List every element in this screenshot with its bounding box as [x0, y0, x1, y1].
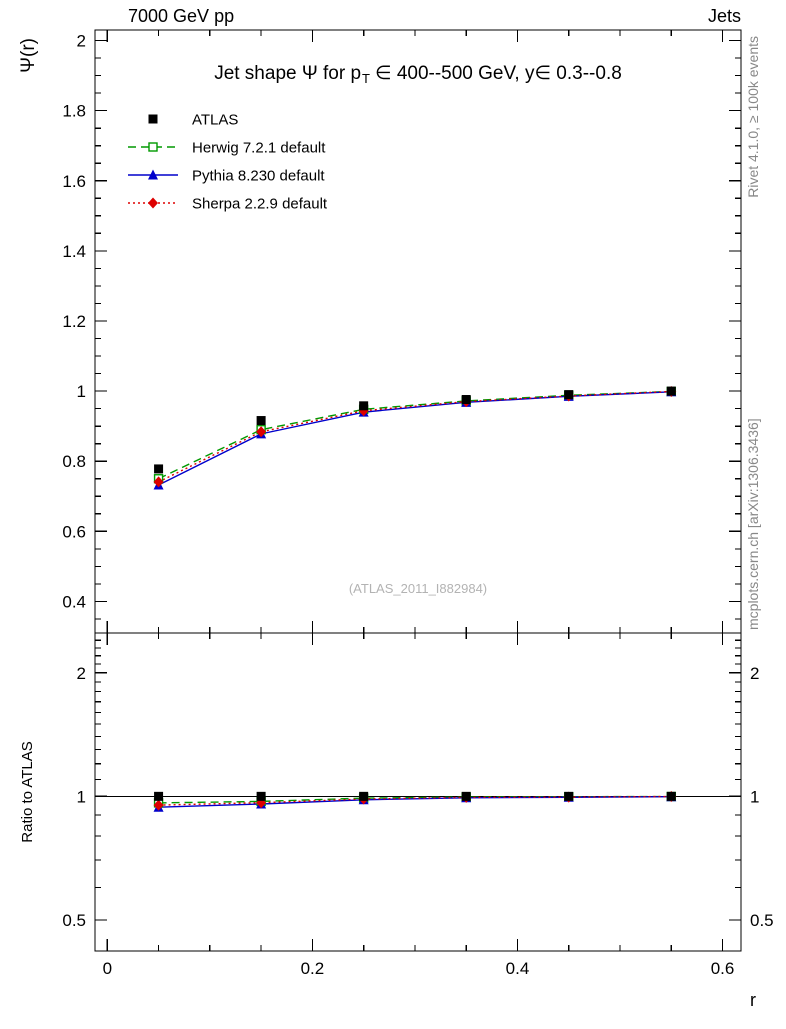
plot-title: Jet shape Ψ for pT ∈ 400--500 GeV, y∈ 0.3… — [214, 63, 622, 86]
sherpa-curve — [158, 795, 672, 806]
y-tick-label: 1.8 — [62, 102, 86, 121]
plot-title-part2: ∈ 400--500 GeV, y∈ 0.3--0.8 — [375, 63, 622, 84]
y-tick-label: 0.6 — [62, 522, 86, 541]
legend-label-pythia: Pythia 8.230 default — [192, 168, 325, 185]
atlas-legend-marker — [148, 114, 158, 124]
herwig-curve — [158, 795, 672, 804]
ratio-y-tick-label-right: 0.5 — [750, 911, 774, 930]
sherpa-marker — [256, 426, 267, 438]
y-tick-label: 1.4 — [62, 242, 86, 261]
mcplots-credit-label: mcplots.cern.ch [arXiv:1306.3436] — [745, 418, 761, 630]
atlas-marker — [666, 386, 676, 396]
plot-title-subscript: T — [362, 71, 370, 86]
axes-layer: 0 0.2 0.4 0.6 0.4 0.6 0.8 1 1.2 1.4 1.6 1.8 2 0.5 0.5 1… — [62, 29, 774, 978]
y-tick-label: 2 — [77, 32, 86, 51]
sherpa-legend-marker — [148, 197, 158, 209]
atlas-marker — [666, 791, 676, 801]
data-layer — [153, 385, 677, 812]
header-process: Jets — [708, 6, 741, 26]
pythia-legend-marker — [148, 169, 158, 180]
herwig-legend-marker — [148, 142, 158, 152]
atlas-marker — [256, 416, 266, 426]
sherpa-marker — [153, 476, 164, 488]
y-tick-label: 0.4 — [62, 592, 86, 611]
plot-title-part1: Jet shape Ψ for p — [214, 63, 361, 84]
atlas-marker — [564, 791, 574, 801]
ratio-y-tick-label-left: 2 — [77, 664, 86, 683]
ratio-y-tick-label-right: 1 — [750, 787, 759, 806]
ratio-y-tick-label-left: 1 — [77, 787, 86, 806]
y-tick-label: 1.2 — [62, 312, 86, 331]
y-tick-label: 1.6 — [62, 172, 86, 191]
y-tick-label: 0.8 — [62, 452, 86, 471]
rivet-version-label: Rivet 4.1.0, ≥ 100k events — [745, 36, 761, 198]
header-beam-energy: 7000 GeV pp — [128, 6, 234, 26]
legend-label-atlas: ATLAS — [192, 112, 238, 129]
x-tick-label: 0.6 — [711, 959, 735, 978]
ratio-panel-frame — [94, 632, 742, 952]
ratio-y-tick-label-left: 0.5 — [62, 911, 86, 930]
x-axis-title: r — [750, 990, 756, 1010]
atlas-marker — [359, 401, 369, 411]
legend: ATLAS Herwig 7.2.1 default Pythia 8.230 de… — [128, 112, 328, 213]
sherpa-marker — [153, 799, 164, 811]
atlas-marker — [256, 791, 266, 801]
atlas-marker — [461, 395, 471, 405]
herwig-curve — [158, 390, 672, 480]
x-tick-label: 0.4 — [506, 959, 530, 978]
ratio-y-tick-label-right: 2 — [750, 664, 759, 683]
atlas-marker — [359, 791, 369, 801]
legend-label-sherpa: Sherpa 2.2.9 default — [192, 196, 328, 213]
x-tick-label: 0.2 — [301, 959, 325, 978]
sherpa-curve — [158, 390, 672, 483]
atlas-marker — [154, 464, 164, 474]
y-tick-label: 1 — [77, 382, 86, 401]
atlas-marker — [461, 791, 471, 801]
y-axis-title-main: Ψ(r) — [18, 38, 39, 73]
atlas-marker — [154, 791, 164, 801]
y-axis-title-ratio: Ratio to ATLAS — [19, 741, 36, 842]
legend-label-herwig: Herwig 7.2.1 default — [192, 140, 326, 157]
x-tick-label: 0 — [103, 959, 112, 978]
analysis-id-watermark: (ATLAS_2011_I882984) — [349, 581, 487, 596]
atlas-marker — [564, 390, 574, 400]
